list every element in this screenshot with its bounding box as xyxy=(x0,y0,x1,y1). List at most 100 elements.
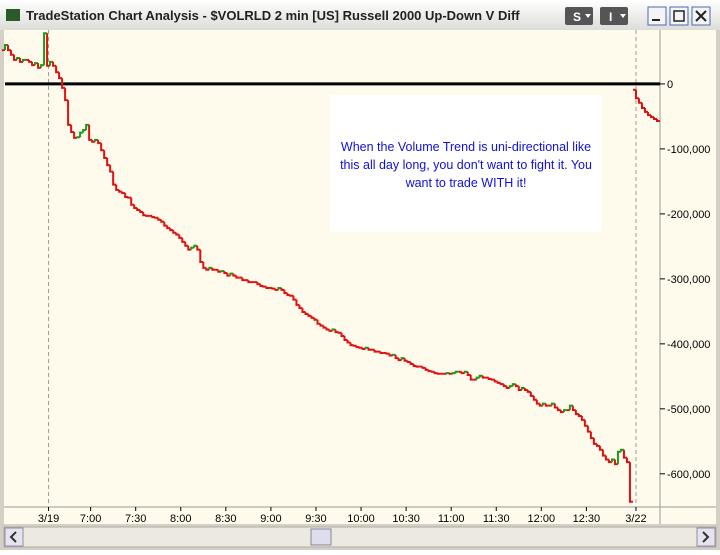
step-segment xyxy=(616,450,621,465)
step-segment xyxy=(367,347,372,351)
step-segment xyxy=(634,89,639,100)
step-segment xyxy=(202,261,207,269)
step-segment xyxy=(628,462,633,503)
step-segment xyxy=(337,331,342,334)
arrow xyxy=(702,531,710,543)
step-segment xyxy=(70,124,75,134)
step-segment xyxy=(301,308,306,314)
step-segment xyxy=(394,354,399,360)
step-segment xyxy=(373,349,378,353)
step-segment xyxy=(580,415,585,421)
step-segment xyxy=(241,277,246,282)
y-tick-label: -500,000 xyxy=(667,404,710,416)
step-segment xyxy=(637,98,642,104)
step-segment xyxy=(643,107,648,113)
step-segment xyxy=(466,371,471,377)
step-segment xyxy=(223,271,228,275)
app-icon xyxy=(6,9,20,21)
step-segment xyxy=(208,266,213,270)
step-segment xyxy=(514,384,519,388)
step-segment xyxy=(133,204,138,210)
step-segment xyxy=(28,59,33,63)
step-segment xyxy=(10,50,15,56)
step-segment xyxy=(88,124,93,141)
step-segment xyxy=(103,150,108,160)
i-menu-button[interactable] xyxy=(600,7,628,25)
step-segment xyxy=(304,312,309,315)
minimize-button[interactable] xyxy=(647,6,667,26)
step-segment xyxy=(556,407,561,412)
step-segment xyxy=(319,323,324,327)
step-segment xyxy=(391,353,396,356)
step-segment xyxy=(610,458,615,463)
step-segment xyxy=(403,358,408,362)
step-segment xyxy=(283,289,288,295)
step-segment xyxy=(349,342,354,347)
step-segment xyxy=(622,449,627,459)
step-segment xyxy=(409,362,414,365)
step-segment xyxy=(655,119,660,122)
scrollbar[interactable] xyxy=(3,526,717,548)
step-segment xyxy=(544,403,549,407)
step-segment xyxy=(232,273,237,277)
step-segment xyxy=(142,211,147,217)
arrow xyxy=(9,531,17,543)
step-segment xyxy=(13,54,18,61)
step-segment xyxy=(508,385,513,389)
step-segment xyxy=(19,57,24,63)
step-segment xyxy=(505,386,510,390)
step-segment xyxy=(445,372,450,375)
step-segment xyxy=(307,313,312,317)
annotation-text: want to trade WITH it! xyxy=(405,176,527,190)
step-segment xyxy=(139,209,144,213)
step-segment xyxy=(481,375,486,379)
step-segment xyxy=(91,139,96,143)
x-tick-label: 10:00 xyxy=(347,513,375,525)
step-segment xyxy=(355,345,360,349)
step-segment xyxy=(127,196,132,199)
x-tick-label: 7:30 xyxy=(125,513,146,525)
step-segment xyxy=(550,402,555,406)
step-segment xyxy=(496,381,501,384)
step-segment xyxy=(388,353,393,357)
step-segment xyxy=(583,419,588,427)
step-segment xyxy=(190,246,195,250)
step-segment xyxy=(523,388,528,391)
step-segment xyxy=(385,352,390,355)
s-menu-button[interactable] xyxy=(565,7,593,25)
step-segment xyxy=(436,372,441,375)
step-segment xyxy=(358,346,363,349)
step-segment xyxy=(592,438,597,445)
step-segment xyxy=(535,399,540,405)
step-segment xyxy=(397,358,402,362)
scroll-right[interactable] xyxy=(696,527,716,547)
step-segment xyxy=(196,245,201,251)
step-segment xyxy=(166,225,171,230)
step-segment xyxy=(256,282,261,286)
step-segment xyxy=(4,43,9,51)
x-tick-label: 7:00 xyxy=(80,513,101,525)
step-segment xyxy=(526,389,531,393)
step-segment xyxy=(541,402,546,406)
step-segment xyxy=(145,214,150,217)
s-button-label[interactable]: S xyxy=(573,10,581,24)
step-segment xyxy=(61,78,66,89)
step-segment xyxy=(151,215,156,219)
step-segment xyxy=(493,379,498,383)
scroll-left[interactable] xyxy=(4,527,24,547)
step-segment xyxy=(406,360,411,364)
step-segment xyxy=(22,58,27,62)
window-title: TradeStation Chart Analysis - $VOLRLD 2 … xyxy=(26,8,520,23)
step-segment xyxy=(295,299,300,306)
step-segment xyxy=(271,287,276,290)
i-button-label[interactable]: I xyxy=(609,10,612,24)
maximize-button[interactable] xyxy=(669,6,689,26)
scroll-thumb[interactable] xyxy=(310,528,332,546)
step-segment xyxy=(532,395,537,401)
step-segment xyxy=(178,234,183,239)
step-segment xyxy=(106,158,111,167)
step-segment xyxy=(220,270,225,273)
step-segment xyxy=(607,459,612,464)
step-segment xyxy=(7,44,12,52)
